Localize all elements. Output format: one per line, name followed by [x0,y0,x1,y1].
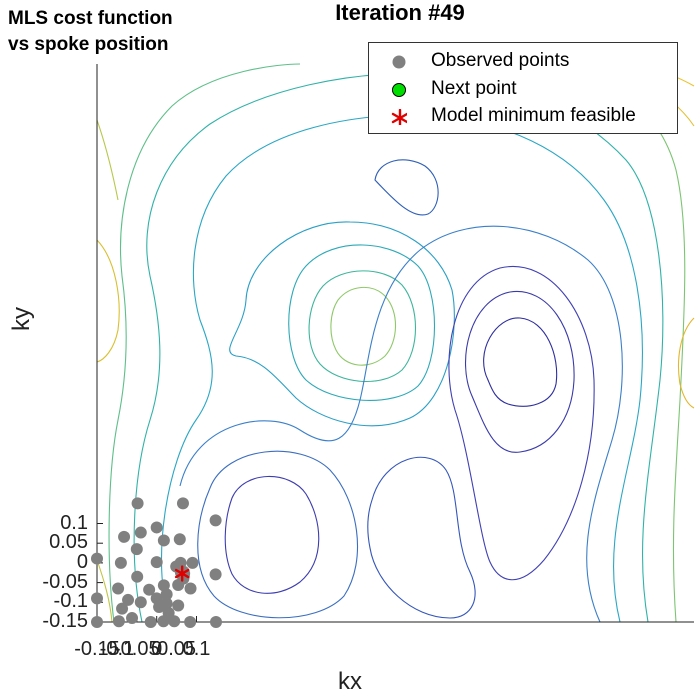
contour-line [224,475,320,594]
observed-point [134,596,147,609]
observed-point [172,578,185,591]
x-tick-label: 0.1 [182,638,211,660]
observed-point [210,616,223,628]
observed-point [150,521,163,534]
observed-point [116,602,129,615]
y-tick-label: -0.15 [42,610,88,632]
observed-point [153,601,166,614]
observed-point [157,579,170,592]
contour-lines [96,63,695,623]
legend-label-model-minimum: Model minimum feasible [431,105,636,126]
x-tick-label: -0.1 [99,638,135,660]
observed-point [91,616,103,628]
legend-item-next-point: Next point [369,77,677,103]
observed-point [114,556,127,569]
x-tick-label: 0.05 [157,638,197,660]
next-point-icon [392,83,406,97]
contour-line [133,72,664,623]
observed-point [184,582,197,595]
contour-line [677,317,695,409]
observed-point [134,526,147,539]
observed-point [150,556,163,569]
model-minimum-stroke [174,568,190,579]
contour-line [179,225,623,623]
legend-item-observed: Observed points [369,49,677,75]
x-tick-label: 0 [151,638,163,660]
plot-area [97,64,694,622]
y-tick-label: 0.05 [49,531,88,554]
model-minimum-marker [174,565,190,582]
observed-point [91,592,103,605]
contour-line [161,114,643,623]
observed-point [126,612,139,625]
contour-line [197,450,359,619]
observed-point [130,543,143,556]
contour-line [308,270,417,382]
y-tick-label: -0.05 [42,570,88,593]
observed-point [112,615,125,628]
observed-point [122,593,135,606]
contour-line [465,290,575,453]
observed-point [131,497,144,510]
y-tick-label: 0.1 [60,511,88,534]
contour-line [96,119,119,201]
legend-label-next-point: Next point [431,78,517,99]
contour-line [374,159,439,216]
y-tick-label: 0 [76,550,88,573]
observed-point [157,534,170,547]
contour-line [330,286,397,366]
contour-line [108,63,301,623]
observed-point [160,588,173,601]
figure-side-title: MLS cost function vs spoke position [8,8,173,55]
x-tick-label: -0.05 [114,638,160,660]
contour-line [229,221,455,427]
observed-point [209,568,222,581]
y-axis-label: ky [8,307,35,331]
contour-line [448,265,595,581]
legend-label-observed: Observed points [431,50,570,71]
observed-point [157,615,170,628]
observed-point [172,599,185,612]
observed-point [186,556,199,569]
observed-point [184,616,197,628]
contour-line [367,456,476,619]
observed-point [168,615,181,628]
x-axis-label: kx [338,668,362,695]
y-tick-label: -0.1 [53,590,88,613]
observed-point [173,533,186,546]
x-tick-label: -0.15 [74,638,120,660]
observed-point [118,530,131,543]
legend-item-model-minimum: Model minimum feasible [369,104,677,130]
observed-point [144,616,157,628]
contour-line [288,244,436,401]
contour-line [96,559,113,623]
observed-point [112,582,125,595]
observed-point [209,514,222,527]
observed-point-icon [392,55,406,69]
observed-point [143,583,156,596]
contour-line [483,317,558,407]
contour-line [96,239,120,363]
chart-title: Iteration #49 [335,0,465,25]
observed-point [91,552,103,565]
observed-point [131,570,144,583]
asterisk-icon [391,109,407,125]
observed-point [176,497,189,510]
legend: Observed points Next point Model minimum… [368,42,678,134]
